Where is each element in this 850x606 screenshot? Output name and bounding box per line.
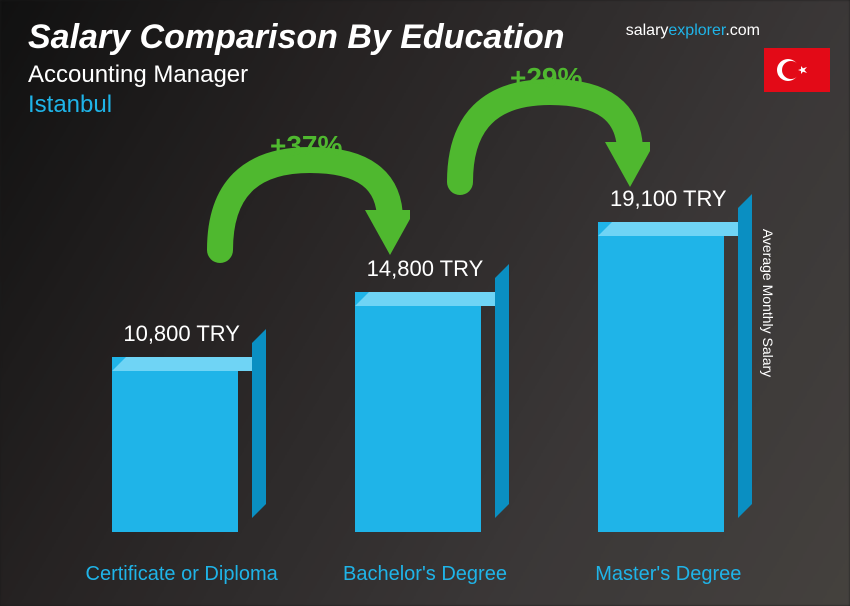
- bar-side-face: [738, 194, 752, 518]
- bar-front-face: [598, 222, 724, 532]
- bar-value-label: 10,800 TRY: [123, 321, 240, 347]
- labels-container: Certificate or Diploma Bachelor's Degree M…: [60, 562, 790, 586]
- bar: [355, 292, 495, 532]
- bar-chart: 10,800 TRY 14,800 TRY19,100 TRY Certifica…: [60, 140, 790, 586]
- bar: [112, 357, 252, 532]
- watermark: salaryexplorer.com: [626, 22, 760, 40]
- bar: [598, 222, 738, 532]
- bar-category-label: Bachelor's Degree: [325, 562, 525, 586]
- bar-category-label: Certificate or Diploma: [82, 562, 282, 586]
- bar-top-face: [598, 222, 752, 236]
- bar-side-face: [495, 264, 509, 518]
- bar-category-label: Master's Degree: [568, 562, 768, 586]
- increase-arrow: +37%: [200, 140, 410, 270]
- bar-side-face: [252, 329, 266, 518]
- watermark-part3: .com: [725, 22, 760, 39]
- bars-container: 10,800 TRY 14,800 TRY19,100 TRY: [60, 140, 790, 532]
- watermark-part2: explorer: [668, 22, 725, 39]
- increase-percent-label: +37%: [270, 130, 342, 162]
- bar-front-face: [355, 292, 481, 532]
- watermark-part1: salary: [626, 22, 669, 39]
- chart-location: Istanbul: [28, 91, 822, 119]
- bar-group: 10,800 TRY: [82, 321, 282, 532]
- bar-top-face: [355, 292, 509, 306]
- turkey-flag-icon: [764, 48, 830, 92]
- bar-group: 14,800 TRY: [325, 256, 525, 532]
- bar-front-face: [112, 357, 238, 532]
- bar-group: 19,100 TRY: [568, 186, 768, 532]
- chart-subtitle: Accounting Manager: [28, 61, 822, 89]
- y-axis-label: Average Monthly Salary: [760, 229, 776, 377]
- bar-top-face: [112, 357, 266, 371]
